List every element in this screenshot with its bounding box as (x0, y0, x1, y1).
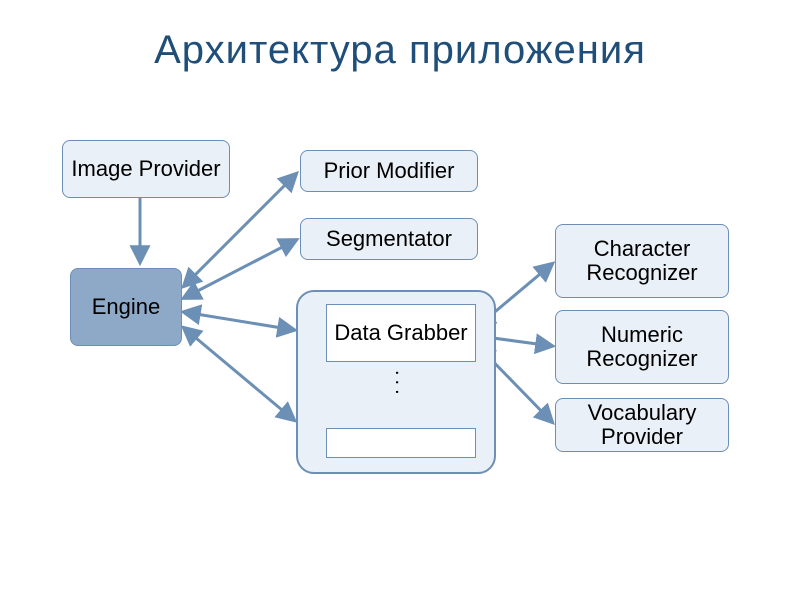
node-vocabulary-provider: Vocabulary Provider (555, 398, 729, 452)
node-label: Segmentator (326, 227, 452, 251)
node-engine: Engine (70, 268, 182, 346)
node-empty-box (326, 428, 476, 458)
ellipsis-icon: ... (390, 370, 413, 399)
node-data-grabber: Data Grabber (326, 304, 476, 362)
diagram-canvas: Image Provider Engine Prior Modifier Seg… (0, 0, 800, 600)
node-label: Engine (92, 295, 161, 319)
node-character-recognizer: Character Recognizer (555, 224, 729, 298)
node-image-provider: Image Provider (62, 140, 230, 198)
node-prior-modifier: Prior Modifier (300, 150, 478, 192)
node-label: Vocabulary Provider (562, 401, 722, 449)
node-label: Numeric Recognizer (562, 323, 722, 371)
node-label: Data Grabber (334, 321, 467, 345)
node-numeric-recognizer: Numeric Recognizer (555, 310, 729, 384)
node-label: Character Recognizer (562, 237, 722, 285)
node-label: Image Provider (71, 157, 220, 181)
node-segmentator: Segmentator (300, 218, 478, 260)
node-label: Prior Modifier (324, 159, 455, 183)
